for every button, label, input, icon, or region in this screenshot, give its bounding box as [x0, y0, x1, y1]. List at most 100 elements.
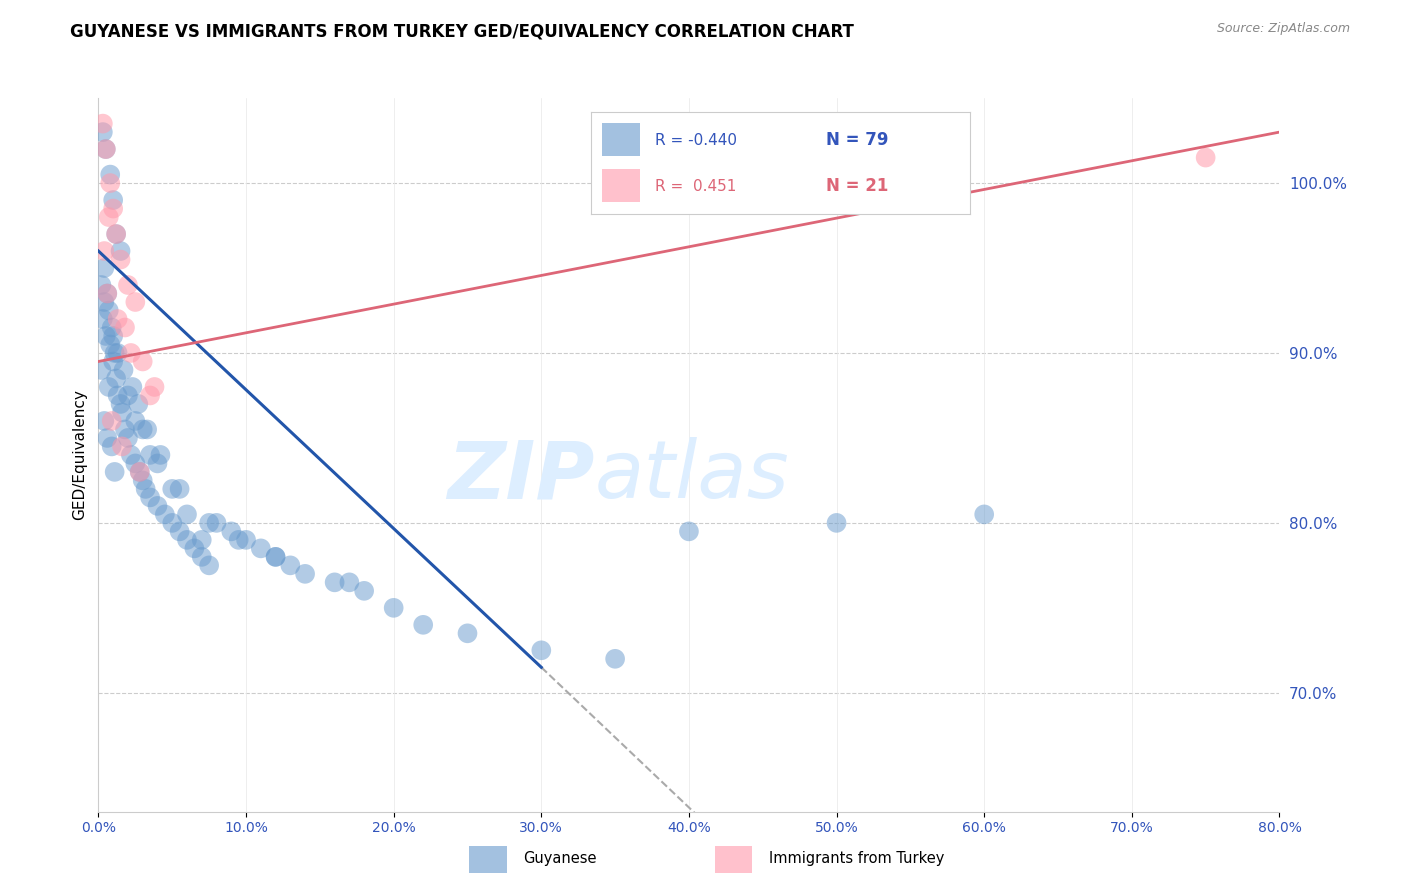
Point	[93, 260, 115, 275]
Point	[110, 397, 132, 411]
Point	[139, 388, 162, 402]
Point	[103, 193, 125, 207]
Point	[124, 414, 146, 428]
Point	[124, 295, 146, 310]
Point	[146, 499, 169, 513]
Point	[117, 278, 139, 293]
Point	[114, 320, 136, 334]
Point	[93, 295, 115, 310]
Point	[94, 142, 117, 156]
Bar	[470, 847, 506, 873]
Point	[250, 541, 273, 556]
Point	[93, 414, 115, 428]
Point	[104, 465, 127, 479]
Point	[93, 244, 115, 258]
Point	[198, 516, 221, 530]
Point	[139, 491, 162, 505]
Point	[153, 508, 176, 522]
Point	[127, 397, 149, 411]
Point	[169, 524, 191, 539]
Point	[1195, 151, 1218, 165]
Point	[221, 524, 243, 539]
Point	[264, 549, 287, 564]
Bar	[716, 847, 752, 873]
Point	[117, 388, 139, 402]
Point	[120, 346, 142, 360]
Point	[128, 465, 150, 479]
Point	[107, 312, 129, 326]
Point	[146, 457, 169, 471]
Point	[120, 448, 142, 462]
Point	[100, 414, 122, 428]
Point	[96, 286, 118, 301]
Point	[107, 346, 129, 360]
Point	[605, 652, 627, 666]
Point	[183, 541, 205, 556]
Point	[105, 227, 128, 241]
Point	[111, 405, 134, 419]
Point	[100, 320, 122, 334]
Point	[94, 329, 117, 343]
Bar	[602, 123, 640, 155]
Point	[97, 380, 120, 394]
Point	[264, 549, 287, 564]
Point	[105, 371, 128, 385]
Point	[382, 600, 405, 615]
Point	[139, 448, 162, 462]
Point	[825, 516, 848, 530]
Point	[412, 617, 434, 632]
Point	[530, 643, 553, 657]
Point	[235, 533, 257, 547]
Point	[91, 125, 114, 139]
Point	[97, 210, 120, 224]
Point	[111, 439, 134, 453]
Text: ZIP: ZIP	[447, 437, 595, 516]
Point	[100, 439, 122, 453]
Point	[135, 482, 157, 496]
Point	[90, 278, 112, 293]
Point	[96, 286, 118, 301]
Point	[323, 575, 346, 590]
Point	[132, 422, 155, 436]
Point	[228, 533, 250, 547]
Point	[98, 168, 121, 182]
Point	[176, 508, 198, 522]
Text: N = 79: N = 79	[825, 131, 889, 149]
Text: Immigrants from Turkey: Immigrants from Turkey	[769, 851, 943, 866]
Point	[456, 626, 478, 640]
Text: Source: ZipAtlas.com: Source: ZipAtlas.com	[1216, 22, 1350, 36]
Point	[91, 117, 114, 131]
Point	[973, 508, 995, 522]
Point	[191, 549, 214, 564]
Point	[132, 474, 155, 488]
Point	[149, 448, 172, 462]
Point	[94, 142, 117, 156]
Text: atlas: atlas	[595, 437, 789, 516]
Point	[97, 303, 120, 318]
Point	[294, 566, 316, 581]
Point	[143, 380, 166, 394]
Point	[205, 516, 228, 530]
Point	[169, 482, 191, 496]
Point	[121, 380, 143, 394]
Point	[90, 363, 112, 377]
Point	[110, 244, 132, 258]
Point	[339, 575, 360, 590]
Point	[117, 431, 139, 445]
Text: Guyanese: Guyanese	[523, 851, 596, 866]
Text: R =  0.451: R = 0.451	[655, 179, 737, 194]
Text: N = 21: N = 21	[825, 178, 889, 195]
Point	[678, 524, 700, 539]
Point	[124, 457, 146, 471]
Text: GUYANESE VS IMMIGRANTS FROM TURKEY GED/EQUIVALENCY CORRELATION CHART: GUYANESE VS IMMIGRANTS FROM TURKEY GED/E…	[70, 22, 855, 40]
Point	[114, 422, 136, 436]
Point	[176, 533, 198, 547]
Text: R = -0.440: R = -0.440	[655, 133, 737, 148]
Y-axis label: GED/Equivalency: GED/Equivalency	[72, 390, 87, 520]
Point	[98, 176, 121, 190]
Point	[107, 388, 129, 402]
Point	[104, 346, 127, 360]
Point	[162, 482, 183, 496]
Point	[103, 202, 125, 216]
Point	[278, 558, 302, 573]
